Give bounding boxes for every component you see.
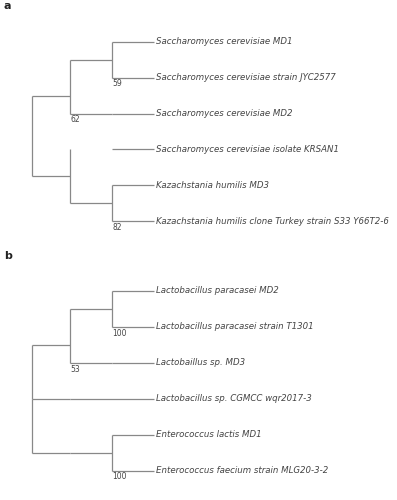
Text: Enterococcus lactis MD1: Enterococcus lactis MD1	[156, 430, 262, 439]
Text: 100: 100	[113, 328, 127, 338]
Text: 53: 53	[71, 364, 81, 374]
Text: Saccharomyces cerevisiae MD1: Saccharomyces cerevisiae MD1	[156, 37, 293, 46]
Text: Kazachstania humilis MD3: Kazachstania humilis MD3	[156, 181, 270, 190]
Text: 59: 59	[113, 80, 122, 88]
Text: Saccharomyces cerevisiae strain JYC2577: Saccharomyces cerevisiae strain JYC2577	[156, 73, 336, 82]
Text: 100: 100	[113, 472, 127, 482]
Text: Lactobacillus sp. CGMCC wqr2017-3: Lactobacillus sp. CGMCC wqr2017-3	[156, 394, 312, 404]
Text: Lactobacillus paracasei strain T1301: Lactobacillus paracasei strain T1301	[156, 322, 314, 332]
Text: Saccharomyces cerevisiae isolate KRSAN1: Saccharomyces cerevisiae isolate KRSAN1	[156, 145, 339, 154]
Text: 82: 82	[113, 223, 122, 232]
Text: Lactobacillus paracasei MD2: Lactobacillus paracasei MD2	[156, 286, 279, 296]
Text: Kazachstania humilis clone Turkey strain S33 Y66T2-6: Kazachstania humilis clone Turkey strain…	[156, 217, 389, 226]
Text: Saccharomyces cerevisiae MD2: Saccharomyces cerevisiae MD2	[156, 109, 293, 118]
Text: 62: 62	[71, 116, 80, 124]
Text: b: b	[4, 250, 12, 260]
Text: Enterococcus faecium strain MLG20-3-2: Enterococcus faecium strain MLG20-3-2	[156, 466, 329, 475]
Text: a: a	[4, 1, 12, 11]
Text: Lactobaillus sp. MD3: Lactobaillus sp. MD3	[156, 358, 245, 368]
